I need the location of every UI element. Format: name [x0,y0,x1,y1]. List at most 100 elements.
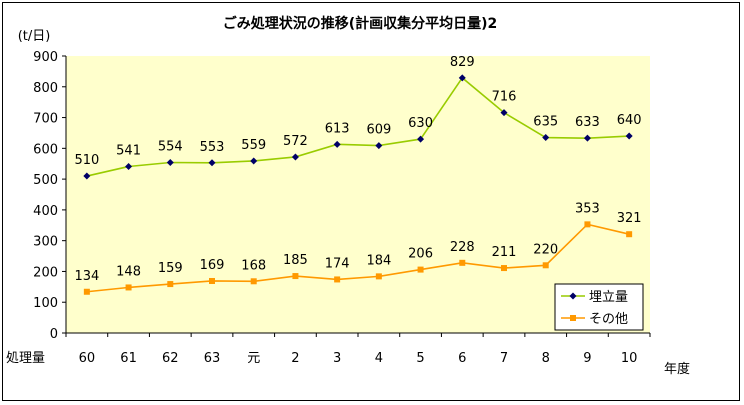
y-tick-labels: 0 100 200 300 400 500 600 700 800 900 [33,50,58,342]
data-label: 168 [241,258,266,273]
data-label: 633 [575,115,600,130]
x-tick-label: 8 [542,351,550,366]
x-tick-label: 7 [500,351,508,366]
data-point [334,276,341,283]
legend-swatch-marker [570,315,576,321]
series-layer: 510 541 554 553 559 572 613 609 630 829 716 635 633 6… [74,55,642,295]
series-2: 134 148 159 169 168 185 174 184 206 228 211 220 353 3… [74,201,642,295]
data-point [166,158,174,166]
x-tick-label: 62 [162,351,179,366]
data-point [584,221,591,228]
data-point [583,134,591,142]
data-point [291,153,299,161]
data-label: 184 [366,253,391,268]
data-label: 220 [533,242,558,257]
x-tick-labels: 60 61 62 63 元 2 3 4 5 6 7 8 9 10 [79,351,638,366]
data-label: 353 [575,201,600,216]
y-tick-label: 300 [33,235,58,250]
y-tick-label: 800 [33,81,58,96]
x-tick-label: 61 [120,351,137,366]
data-label: 159 [158,261,183,276]
data-point [375,142,383,150]
data-label: 553 [200,140,225,155]
data-label: 554 [158,139,183,154]
series-line [86,76,630,177]
data-label: 572 [283,134,308,149]
data-label: 206 [408,247,433,262]
data-label: 640 [617,113,642,128]
y-axis-label: (t/日) [18,29,51,44]
data-label: 211 [492,245,517,260]
series-1: 510 541 554 553 559 572 613 609 630 829 716 635 633 6… [74,55,642,180]
x-tick-label: 元 [247,351,260,366]
data-label: 630 [408,116,433,131]
data-label: 148 [116,264,141,279]
data-point [458,74,466,82]
chart-title: ごみ処理状況の推移(計画収集分平均日量)2 [223,15,498,32]
data-point [250,278,257,285]
data-label: 559 [241,138,266,153]
data-point [208,159,216,167]
data-label: 185 [283,253,308,268]
data-point [83,288,90,295]
data-point [375,273,382,280]
x-axis-label-right: 年度 [664,361,690,377]
data-label: 613 [325,121,350,136]
data-label: 510 [74,153,99,168]
data-label: 635 [533,115,558,130]
x-tick-label: 2 [291,351,299,366]
x-tick-label: 60 [79,351,96,366]
series-line [86,223,630,293]
y-tick-label: 200 [33,265,58,280]
legend-swatch-marker [569,292,577,300]
y-tick-label: 600 [33,142,58,157]
data-point [626,231,633,238]
data-point [209,277,215,284]
x-tick-label: 63 [204,351,221,366]
data-point [333,140,341,148]
data-label: 321 [617,211,642,226]
y-tick-label: 500 [33,173,58,188]
data-point [417,135,425,143]
x-tick-label: 5 [416,351,424,366]
data-point [500,109,508,117]
data-point [125,162,133,170]
data-point [167,281,174,288]
x-tick-label: 6 [458,351,466,366]
data-label: 228 [450,240,475,255]
y-tick-label: 700 [33,112,58,127]
data-point [542,262,549,269]
plot-area [66,56,650,333]
y-tick-label: 900 [33,50,58,65]
data-point [501,265,507,272]
y-tick-label: 0 [50,327,58,342]
data-label: 716 [492,90,517,105]
x-axis-label-left: 処理量 [6,351,45,366]
x-tick-label: 3 [333,351,341,366]
x-tick-label: 4 [375,351,383,366]
legend-label: その他 [589,312,628,327]
y-tick-label: 400 [33,204,58,219]
data-point [125,284,132,291]
data-point [417,266,424,273]
data-label: 174 [325,256,350,271]
y-tick-label: 100 [33,296,58,311]
x-tick-label: 10 [621,351,638,366]
axes [62,55,651,337]
data-label: 169 [200,258,225,273]
data-point [459,259,466,266]
data-label: 134 [74,269,99,284]
data-label: 609 [366,123,391,138]
data-point [292,273,299,280]
legend-box [554,283,644,331]
data-point [83,172,91,180]
data-label: 829 [450,55,475,70]
data-point [250,157,258,165]
data-point [625,132,633,140]
data-label: 541 [116,143,141,158]
legend-label: 埋立量 [589,290,628,305]
data-point [542,134,550,142]
x-tick-label: 9 [583,351,591,366]
